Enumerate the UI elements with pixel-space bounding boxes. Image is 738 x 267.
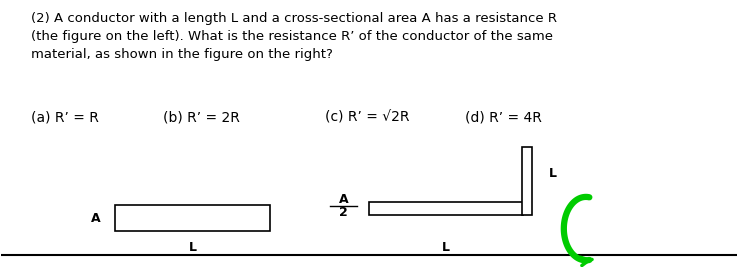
Text: L: L — [549, 167, 557, 180]
Text: (2) A conductor with a length L and a cross-sectional area A has a resistance R
: (2) A conductor with a length L and a cr… — [31, 12, 556, 61]
Bar — [369, 202, 523, 215]
Text: (a) R’ = R: (a) R’ = R — [31, 111, 99, 125]
Text: L: L — [442, 241, 450, 254]
Text: A: A — [91, 211, 100, 225]
Text: L: L — [188, 241, 196, 254]
Text: (c) R’ = √2R: (c) R’ = √2R — [325, 111, 410, 125]
Text: 2: 2 — [339, 206, 348, 219]
Bar — [115, 205, 270, 231]
Text: A: A — [339, 193, 348, 206]
Text: (b) R’ = 2R: (b) R’ = 2R — [163, 111, 240, 125]
Text: (d) R’ = 4R: (d) R’ = 4R — [465, 111, 542, 125]
Bar — [522, 147, 532, 215]
